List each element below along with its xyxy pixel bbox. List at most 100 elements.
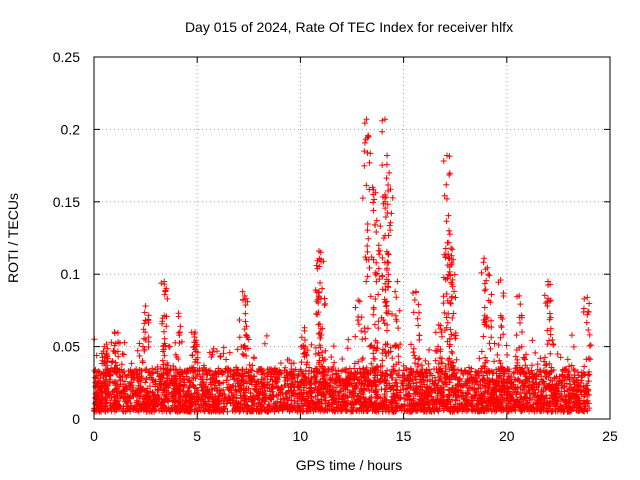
data-point [159,408,166,415]
data-point [412,355,419,362]
data-point [443,291,450,298]
data-point [170,398,177,405]
data-point [95,399,102,406]
x-tick-label: 25 [602,428,618,444]
data-point [166,407,173,414]
data-point [358,314,365,321]
data-point [524,364,531,371]
data-point [513,388,520,395]
data-point [250,354,257,361]
data-point [534,361,541,368]
data-point [440,398,447,405]
data-point [389,355,396,362]
data-point [398,394,405,401]
data-point [511,369,518,376]
data-point [411,390,418,397]
data-point [236,383,243,390]
data-point [249,362,256,369]
data-point [273,368,280,375]
data-point [523,388,530,395]
data-point [382,280,389,287]
data-point [465,384,472,391]
data-point [357,369,364,376]
data-point [138,374,145,381]
data-point [488,395,495,402]
data-point [335,367,342,374]
data-point [385,284,392,291]
data-point [337,388,344,395]
data-point [350,408,357,415]
data-points [91,116,594,415]
data-point [239,372,246,379]
data-point [519,328,526,335]
data-point [504,351,511,358]
data-point [268,373,275,380]
data-point [383,309,390,316]
data-point [490,403,497,410]
data-point [92,395,99,402]
data-point [330,392,337,399]
data-point [321,372,328,379]
data-point [379,273,386,280]
data-point [177,323,184,330]
data-point [127,392,134,399]
data-point [316,359,323,366]
data-point [410,380,417,387]
data-point [386,380,393,387]
data-point [272,377,279,384]
data-point [188,392,195,399]
data-point [432,357,439,364]
data-point [317,386,324,393]
data-point [111,330,118,337]
data-point [322,300,329,307]
data-point [274,405,281,412]
data-point [300,379,307,386]
data-point [440,293,447,300]
data-point [319,354,326,361]
data-point [472,407,479,414]
data-point [361,162,368,169]
data-point [416,309,423,316]
data-point [329,375,336,382]
data-point [446,335,453,342]
data-point [177,375,184,382]
data-point [121,378,128,385]
data-point [284,356,291,363]
data-point [371,196,378,203]
x-tick-label: 20 [499,428,515,444]
data-point [586,300,593,307]
data-point [564,356,571,363]
data-point [480,398,487,405]
data-point [351,365,358,372]
data-point [447,326,454,333]
data-point [488,317,495,324]
data-point [563,399,570,406]
data-point [146,408,153,415]
data-point [226,349,233,356]
data-point [479,395,486,402]
data-point [482,286,489,293]
data-point [450,310,457,317]
data-point [150,379,157,386]
data-point [375,242,382,249]
data-point [336,382,343,389]
data-point [394,392,401,399]
data-point [442,276,449,283]
data-point [418,362,425,369]
data-point [306,385,313,392]
data-point [517,384,524,391]
data-point [393,387,400,394]
data-point [242,318,249,325]
data-point [245,395,252,402]
data-point [405,375,412,382]
data-point [467,371,474,378]
data-point [389,194,396,201]
data-point [142,303,149,310]
data-point [287,370,294,377]
data-point [529,374,536,381]
data-point [468,394,475,401]
data-point [484,314,491,321]
data-point [579,373,586,380]
data-point [362,335,369,342]
data-point [245,369,252,376]
